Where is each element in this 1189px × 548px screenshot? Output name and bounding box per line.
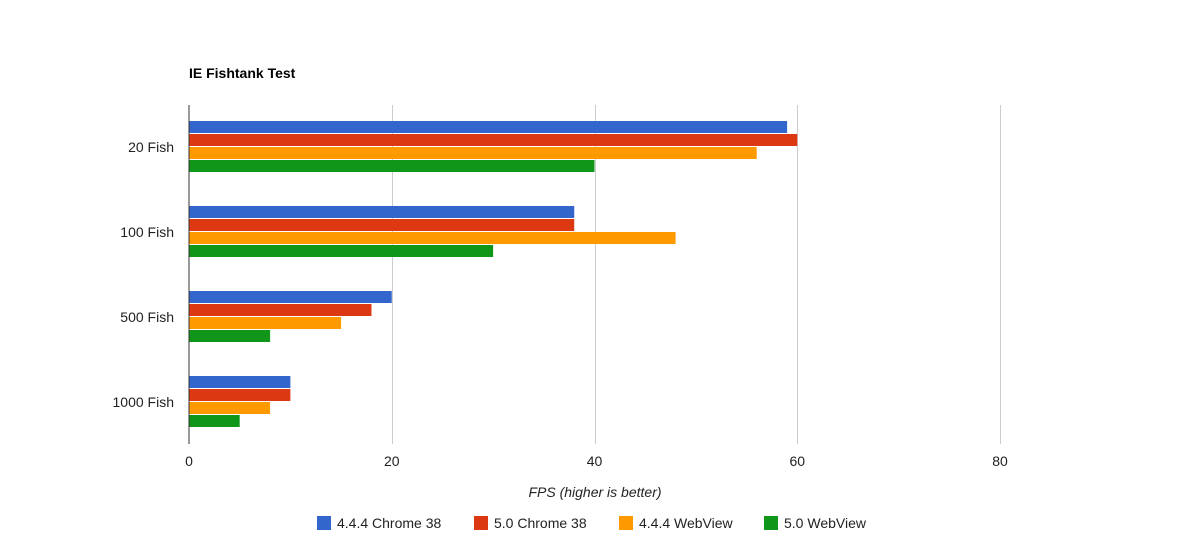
bar-20-fish-5-0-chrome-38 xyxy=(189,134,798,146)
bar-100-fish-4-4-4-chrome-38 xyxy=(189,206,575,218)
bar-1000-fish-4-4-4-chrome-38 xyxy=(189,376,291,388)
bar-500-fish-4-4-4-chrome-38 xyxy=(189,291,392,303)
legend-swatch-4-4-4-webview xyxy=(619,516,633,530)
legend-swatch-5-0-chrome-38 xyxy=(474,516,488,530)
legend-label-4-4-4-chrome-38: 4.4.4 Chrome 38 xyxy=(337,515,441,531)
y-category-label-1000-fish: 1000 Fish xyxy=(113,394,174,410)
bar-100-fish-5-0-chrome-38 xyxy=(189,219,575,231)
bar-1000-fish-5-0-webview xyxy=(189,415,240,427)
bars xyxy=(189,121,798,427)
gridlines xyxy=(392,105,1001,444)
bar-500-fish-5-0-chrome-38 xyxy=(189,304,372,316)
x-tick-label-60: 60 xyxy=(789,453,805,469)
legend-swatch-5-0-webview xyxy=(764,516,778,530)
y-axis-categories: 20 Fish 100 Fish 500 Fish 1000 Fish xyxy=(113,139,174,410)
y-category-label-500-fish: 500 Fish xyxy=(120,309,174,325)
bar-100-fish-4-4-4-webview xyxy=(189,232,676,244)
x-axis-title: FPS (higher is better) xyxy=(528,484,661,500)
legend-label-4-4-4-webview: 4.4.4 WebView xyxy=(639,515,734,531)
bar-500-fish-4-4-4-webview xyxy=(189,317,342,329)
bar-1000-fish-4-4-4-webview xyxy=(189,402,271,414)
bar-20-fish-5-0-webview xyxy=(189,160,595,172)
x-tick-label-40: 40 xyxy=(587,453,603,469)
x-axis-ticks: 0 20 40 60 80 xyxy=(185,453,1008,469)
x-tick-label-20: 20 xyxy=(384,453,400,469)
bar-20-fish-4-4-4-webview xyxy=(189,147,757,159)
bar-1000-fish-5-0-chrome-38 xyxy=(189,389,291,401)
legend: 4.4.4 Chrome 38 5.0 Chrome 38 4.4.4 WebVie… xyxy=(317,515,867,531)
bar-100-fish-5-0-webview xyxy=(189,245,494,257)
legend-swatch-4-4-4-chrome-38 xyxy=(317,516,331,530)
y-category-label-100-fish: 100 Fish xyxy=(120,224,174,240)
chart-title: IE Fishtank Test xyxy=(189,65,296,81)
bar-20-fish-4-4-4-chrome-38 xyxy=(189,121,788,133)
legend-label-5-0-webview: 5.0 WebView xyxy=(784,515,867,531)
x-tick-label-80: 80 xyxy=(992,453,1008,469)
y-category-label-20-fish: 20 Fish xyxy=(128,139,174,155)
x-tick-label-0: 0 xyxy=(185,453,193,469)
bar-500-fish-5-0-webview xyxy=(189,330,271,342)
legend-label-5-0-chrome-38: 5.0 Chrome 38 xyxy=(494,515,587,531)
